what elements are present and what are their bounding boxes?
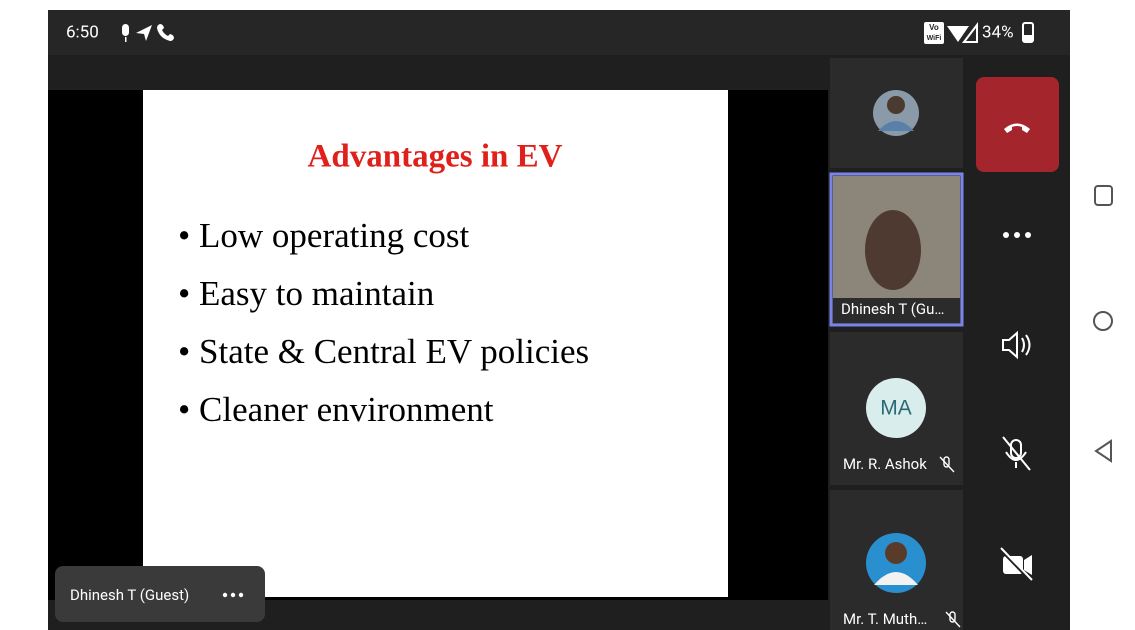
- nav-back[interactable]: [1096, 441, 1111, 461]
- slide-bullet: • Cleaner environment: [178, 390, 494, 429]
- participant-name: Dhinesh T (Gu…: [841, 300, 944, 318]
- nav-home[interactable]: [1094, 312, 1112, 330]
- battery-level: [1024, 35, 1032, 41]
- participant-name: Mr. T. Muth…: [843, 610, 927, 628]
- avatar-initials: MA: [880, 397, 912, 420]
- avatar-head: [885, 542, 907, 564]
- badge-top: Vo: [929, 23, 939, 32]
- video-person: [865, 210, 921, 290]
- participant-name: Mr. R. Ashok: [843, 455, 927, 473]
- presenter-more: [223, 593, 243, 597]
- status-bar: [48, 10, 1070, 55]
- nav-recents[interactable]: [1095, 186, 1112, 205]
- more-button[interactable]: [1003, 232, 1031, 238]
- slide-bullet: • State & Central EV policies: [178, 332, 589, 371]
- presenter-name: Dhinesh T (Guest): [70, 586, 189, 604]
- slide-title: Advantages in EV: [308, 139, 563, 175]
- badge-bottom: WiFi: [927, 35, 942, 42]
- slide-bullet: • Easy to maintain: [178, 274, 434, 313]
- avatar-head: [887, 96, 905, 114]
- screen: 6:50 Vo WiFi 34% Advantages in EV • Low …: [0, 0, 1135, 630]
- slide-bullet: • Low operating cost: [178, 216, 469, 255]
- clock: 6:50: [66, 22, 99, 42]
- battery-percent: 34%: [982, 22, 1014, 42]
